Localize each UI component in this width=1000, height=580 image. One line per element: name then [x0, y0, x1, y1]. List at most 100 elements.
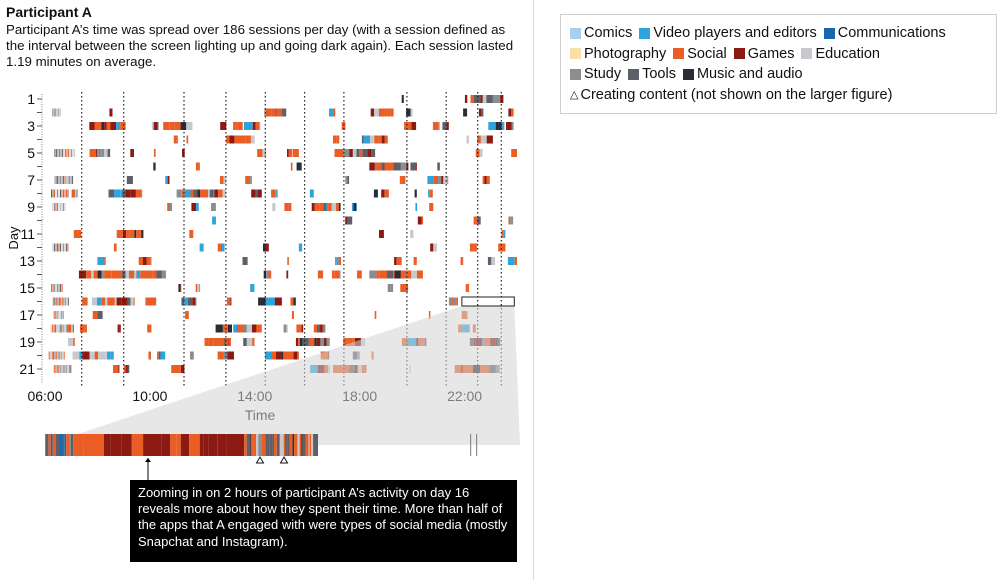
session-mark [214, 189, 219, 198]
session-mark [151, 122, 154, 130]
session-mark [290, 297, 294, 306]
session-mark [400, 284, 405, 292]
session-mark [187, 297, 193, 306]
legend-item-games: Games [733, 46, 794, 62]
session-mark [243, 122, 251, 130]
session-mark [86, 270, 94, 279]
zoom-strip-mark [180, 434, 190, 456]
session-mark [333, 108, 336, 117]
zoom-strip-mark [301, 434, 303, 456]
session-mark [482, 95, 487, 103]
session-mark [506, 122, 512, 130]
zoom-box [461, 296, 515, 307]
session-mark [94, 351, 99, 360]
session-mark [217, 243, 222, 252]
legend: Comics Video players and editors Communi… [560, 14, 997, 114]
session-mark [59, 351, 61, 360]
session-mark [387, 270, 394, 279]
session-mark [257, 189, 262, 198]
session-mark [73, 149, 75, 157]
session-mark [60, 351, 62, 360]
session-mark [89, 351, 95, 360]
session-mark [56, 324, 58, 333]
session-mark [329, 108, 334, 117]
session-mark [55, 203, 57, 211]
y-tick-label: 3 [27, 118, 35, 134]
session-mark [394, 257, 397, 265]
session-mark [62, 243, 64, 252]
callout-pointer-head [145, 458, 151, 462]
session-mark [78, 270, 87, 279]
legend-item-education: Education [801, 46, 880, 62]
session-mark [165, 176, 168, 184]
session-mark [288, 149, 293, 157]
session-mark [246, 257, 248, 265]
session-mark [61, 203, 63, 211]
zoom-strip-mark [66, 434, 70, 456]
session-mark [73, 230, 77, 238]
session-mark [53, 324, 55, 333]
session-mark [349, 149, 353, 157]
session-mark [480, 135, 487, 144]
session-mark [61, 189, 63, 198]
session-mark [159, 351, 166, 360]
session-mark [257, 149, 265, 157]
session-mark [357, 270, 362, 279]
session-mark [374, 311, 377, 319]
session-mark [143, 257, 147, 265]
session-mark [62, 351, 64, 360]
zoom-strip-mark [69, 434, 71, 456]
session-mark [66, 297, 68, 306]
session-mark [391, 162, 394, 171]
session-mark [241, 135, 246, 144]
session-mark [233, 122, 236, 130]
session-mark [57, 284, 59, 292]
session-mark [152, 270, 157, 279]
session-mark [116, 122, 121, 130]
session-mark [381, 189, 385, 198]
session-mark [374, 108, 379, 117]
session-mark [384, 108, 388, 117]
session-mark [54, 149, 56, 157]
zoom-strip-mark [152, 434, 162, 456]
zoom-strip-mark [294, 434, 298, 456]
session-mark [511, 108, 514, 117]
session-mark [381, 270, 388, 279]
session-mark [54, 297, 56, 306]
session-mark [447, 176, 449, 184]
session-mark [211, 203, 216, 211]
session-mark [316, 338, 323, 346]
zoom-strip-mark [287, 434, 290, 456]
session-mark [176, 135, 178, 144]
zoom-strip-mark [285, 434, 288, 456]
session-mark [221, 243, 225, 252]
session-mark [415, 162, 417, 171]
session-mark [89, 122, 95, 130]
session-mark [237, 324, 245, 333]
session-mark [343, 149, 350, 157]
session-mark [180, 284, 182, 292]
session-mark [70, 176, 72, 184]
session-mark [97, 311, 103, 319]
session-mark [69, 149, 71, 157]
session-mark [379, 270, 381, 279]
zoom-strip-mark [274, 434, 277, 456]
session-mark [53, 243, 55, 252]
zoom-connector [45, 306, 520, 445]
session-mark [314, 338, 317, 346]
session-mark [116, 230, 123, 238]
session-mark [466, 135, 469, 144]
legend-row: Photography Social Games Education [570, 44, 996, 65]
zoom-strip-mark [208, 434, 218, 456]
session-mark [157, 351, 159, 360]
session-mark [230, 297, 232, 306]
session-mark [107, 351, 111, 360]
session-mark [155, 297, 157, 306]
session-mark [129, 270, 132, 279]
session-mark [133, 297, 135, 306]
session-mark [463, 108, 468, 117]
session-mark [218, 338, 226, 346]
y-tick-label: 15 [19, 280, 35, 296]
session-mark [244, 324, 247, 333]
session-mark [91, 270, 94, 279]
